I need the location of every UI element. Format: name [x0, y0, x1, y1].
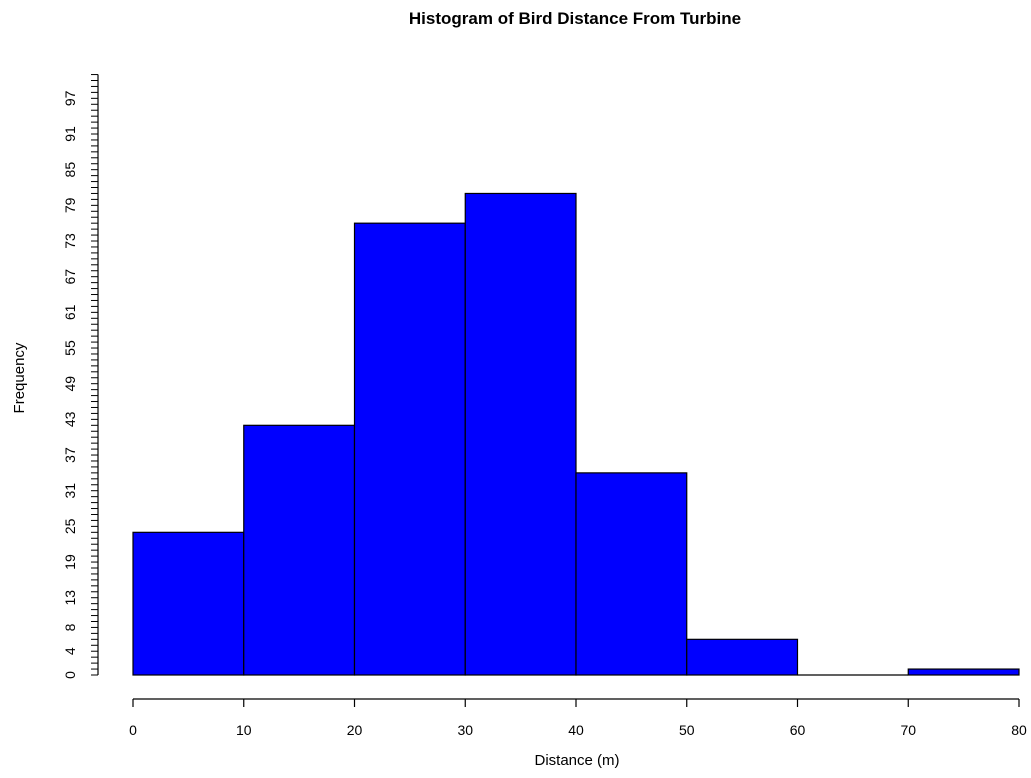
y-tick-label: 91	[62, 126, 78, 142]
y-tick-label: 49	[62, 376, 78, 392]
x-tick-label: 10	[236, 722, 252, 738]
y-tick-label: 37	[62, 447, 78, 463]
y-tick-label: 0	[62, 671, 78, 679]
x-tick-label: 50	[679, 722, 695, 738]
y-tick-label: 85	[62, 162, 78, 178]
y-tick-label: 19	[62, 554, 78, 570]
y-tick-label: 67	[62, 269, 78, 285]
y-tick-label: 8	[62, 623, 78, 631]
x-tick-label: 30	[457, 722, 473, 738]
y-tick-label: 31	[62, 483, 78, 499]
y-tick-label: 61	[62, 304, 78, 320]
bars-layer	[132, 192, 1020, 676]
x-tick-label: 60	[790, 722, 806, 738]
histogram-bar-30-40	[464, 192, 577, 676]
chart-title: Histogram of Bird Distance From Turbine	[409, 9, 741, 28]
x-tick-label: 40	[568, 722, 584, 738]
y-tick-label: 79	[62, 197, 78, 213]
x-axis: 0 10 20 30 40 50 60 70 80	[129, 698, 1027, 738]
histogram-bar-70-80	[907, 668, 1020, 676]
y-tick-label: 43	[62, 411, 78, 427]
y-axis: 0 4 8 13 19 25 31 37 43 49 55 61 67 73 79 85 91 97	[62, 74, 99, 679]
x-axis-label: Distance (m)	[534, 752, 619, 769]
y-tick-label: 4	[62, 647, 78, 655]
y-tick-label: 13	[62, 590, 78, 606]
histogram-bar-40-50	[575, 472, 688, 676]
histogram-bar-0-10	[132, 531, 245, 676]
histogram-bar-50-60	[686, 638, 799, 676]
y-tick-label: 97	[62, 90, 78, 106]
histogram-bar-10-20	[243, 424, 356, 676]
x-tick-label: 0	[129, 722, 137, 738]
y-tick-label: 25	[62, 518, 78, 534]
x-tick-label: 70	[900, 722, 916, 738]
x-tick-label: 80	[1011, 722, 1027, 738]
y-tick-label: 73	[62, 233, 78, 249]
y-axis-label: Frequency	[11, 342, 28, 413]
x-tick-label: 20	[347, 722, 363, 738]
histogram-bar-20-30	[353, 222, 466, 676]
y-tick-label: 55	[62, 340, 78, 356]
